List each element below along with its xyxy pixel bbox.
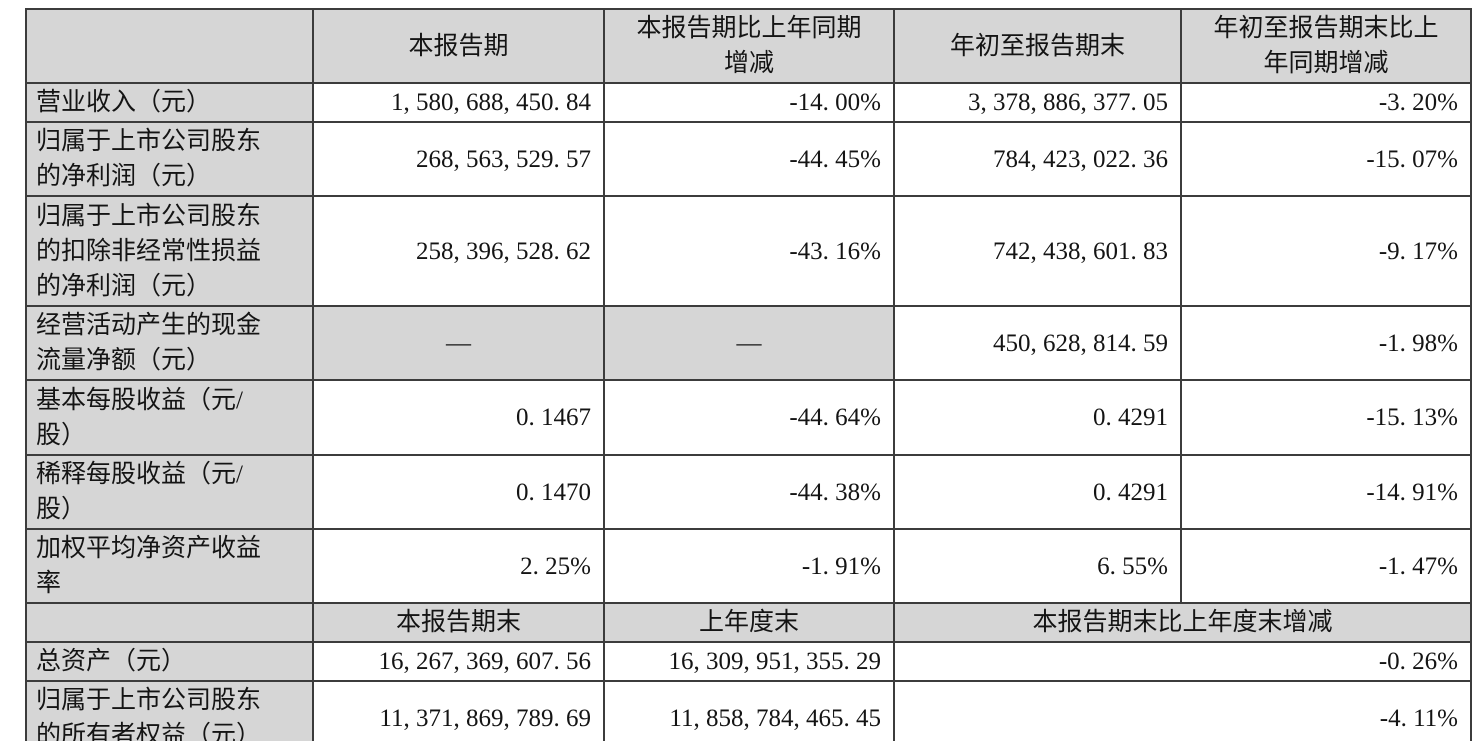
financial-summary-table: 本报告期 本报告期比上年同期 增减 年初至报告期末 年初至报告期末比上 年同期增… <box>25 8 1472 741</box>
row-operating-cash-flow-label: 经营活动产生的现金 流量净额（元） <box>25 305 314 381</box>
row-diluted-eps-ytd-yoy: -14. 91% <box>1180 454 1472 530</box>
period-end-header-prior: 上年度末 <box>603 602 895 643</box>
header-blank-cell <box>25 8 314 84</box>
row-weighted-avg-roe-label: 加权平均净资产收益 率 <box>25 528 314 604</box>
row-basic-eps-ytd: 0. 4291 <box>893 379 1182 456</box>
row-net-profit: 归属于上市公司股东 的净利润（元） 268, 563, 529. 57 -44.… <box>25 121 1472 197</box>
header-current-period: 本报告期 <box>312 8 605 84</box>
header-ytd-yoy-change: 年初至报告期末比上 年同期增减 <box>1180 8 1472 84</box>
header-yoy-change: 本报告期比上年同期 增减 <box>603 8 895 84</box>
row-shareholders-equity-label: 归属于上市公司股东 的所有者权益（元） <box>25 680 314 741</box>
row-basic-eps-label: 基本每股收益（元/ 股） <box>25 379 314 456</box>
row-revenue-ytd-yoy: -3. 20% <box>1180 82 1472 123</box>
row-revenue: 营业收入（元） 1, 580, 688, 450. 84 -14. 00% 3,… <box>25 82 1472 123</box>
row-diluted-eps: 稀释每股收益（元/ 股） 0. 1470 -44. 38% 0. 4291 -1… <box>25 454 1472 530</box>
row-diluted-eps-yoy: -44. 38% <box>603 454 895 530</box>
period-end-header-current: 本报告期末 <box>312 602 605 643</box>
row-net-profit-ytd: 784, 423, 022. 36 <box>893 121 1182 197</box>
row-basic-eps: 基本每股收益（元/ 股） 0. 1467 -44. 64% 0. 4291 -1… <box>25 379 1472 456</box>
row-net-profit-deducted-label: 归属于上市公司股东 的扣除非经常性损益 的净利润（元） <box>25 195 314 307</box>
row-net-profit-ytd-yoy: -15. 07% <box>1180 121 1472 197</box>
row-shareholders-equity-change: -4. 11% <box>893 680 1472 741</box>
row-revenue-current: 1, 580, 688, 450. 84 <box>312 82 605 123</box>
row-weighted-avg-roe: 加权平均净资产收益 率 2. 25% -1. 91% 6. 55% -1. 47… <box>25 528 1472 604</box>
row-operating-cash-flow-current: — <box>312 305 605 381</box>
row-diluted-eps-ytd: 0. 4291 <box>893 454 1182 530</box>
row-shareholders-equity-prior: 11, 858, 784, 465. 45 <box>603 680 895 741</box>
row-operating-cash-flow: 经营活动产生的现金 流量净额（元） — — 450, 628, 814. 59 … <box>25 305 1472 381</box>
row-operating-cash-flow-yoy: — <box>603 305 895 381</box>
header-ytd: 年初至报告期末 <box>893 8 1182 84</box>
row-basic-eps-ytd-yoy: -15. 13% <box>1180 379 1472 456</box>
row-weighted-avg-roe-ytd: 6. 55% <box>893 528 1182 604</box>
row-operating-cash-flow-ytd: 450, 628, 814. 59 <box>893 305 1182 381</box>
row-net-profit-deducted: 归属于上市公司股东 的扣除非经常性损益 的净利润（元） 258, 396, 52… <box>25 195 1472 307</box>
row-revenue-label: 营业收入（元） <box>25 82 314 123</box>
row-shareholders-equity-current: 11, 371, 869, 789. 69 <box>312 680 605 741</box>
row-shareholders-equity: 归属于上市公司股东 的所有者权益（元） 11, 371, 869, 789. 6… <box>25 680 1472 741</box>
row-net-profit-deducted-yoy: -43. 16% <box>603 195 895 307</box>
row-net-profit-label: 归属于上市公司股东 的净利润（元） <box>25 121 314 197</box>
period-end-header-row: 本报告期末 上年度末 本报告期末比上年度末增减 <box>25 602 1472 643</box>
row-basic-eps-current: 0. 1467 <box>312 379 605 456</box>
row-revenue-ytd: 3, 378, 886, 377. 05 <box>893 82 1182 123</box>
row-operating-cash-flow-ytd-yoy: -1. 98% <box>1180 305 1472 381</box>
period-end-header-change: 本报告期末比上年度末增减 <box>893 602 1472 643</box>
row-total-assets-current: 16, 267, 369, 607. 56 <box>312 641 605 682</box>
row-net-profit-current: 268, 563, 529. 57 <box>312 121 605 197</box>
row-net-profit-deducted-ytd: 742, 438, 601. 83 <box>893 195 1182 307</box>
row-weighted-avg-roe-ytd-yoy: -1. 47% <box>1180 528 1472 604</box>
row-basic-eps-yoy: -44. 64% <box>603 379 895 456</box>
row-total-assets: 总资产（元） 16, 267, 369, 607. 56 16, 309, 95… <box>25 641 1472 682</box>
row-weighted-avg-roe-yoy: -1. 91% <box>603 528 895 604</box>
row-diluted-eps-label: 稀释每股收益（元/ 股） <box>25 454 314 530</box>
row-total-assets-change: -0. 26% <box>893 641 1472 682</box>
row-weighted-avg-roe-current: 2. 25% <box>312 528 605 604</box>
row-diluted-eps-current: 0. 1470 <box>312 454 605 530</box>
period-end-blank-cell <box>25 602 314 643</box>
row-net-profit-yoy: -44. 45% <box>603 121 895 197</box>
row-net-profit-deducted-ytd-yoy: -9. 17% <box>1180 195 1472 307</box>
row-net-profit-deducted-current: 258, 396, 528. 62 <box>312 195 605 307</box>
row-revenue-yoy: -14. 00% <box>603 82 895 123</box>
table-header-row: 本报告期 本报告期比上年同期 增减 年初至报告期末 年初至报告期末比上 年同期增… <box>25 8 1472 84</box>
row-total-assets-label: 总资产（元） <box>25 641 314 682</box>
row-total-assets-prior: 16, 309, 951, 355. 29 <box>603 641 895 682</box>
